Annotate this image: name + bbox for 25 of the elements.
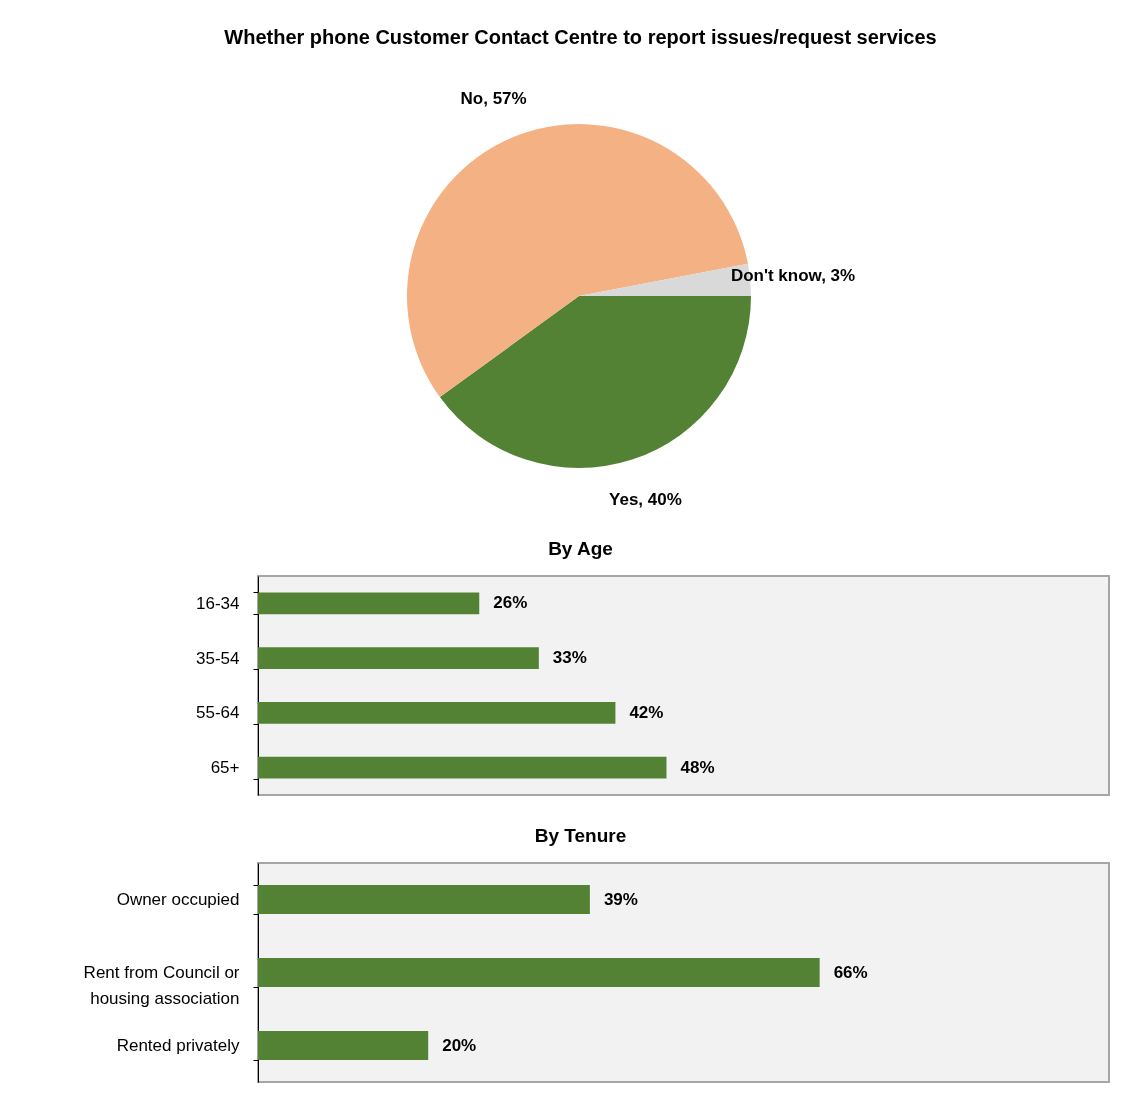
y-tick-label: 35-54 bbox=[196, 648, 240, 668]
bar bbox=[258, 592, 480, 615]
y-tick-label: Owner occupied bbox=[116, 890, 240, 909]
y-tick-label: 55-64 bbox=[196, 703, 240, 723]
slice-label: No, 57% bbox=[460, 88, 527, 108]
data-label: 39% bbox=[603, 889, 638, 909]
data-label: 26% bbox=[493, 593, 528, 613]
pie-slice bbox=[439, 296, 751, 468]
bar bbox=[258, 647, 539, 670]
slice-label: Yes, 40% bbox=[609, 490, 682, 510]
y-tick-label: Rent from Council or housing association bbox=[83, 963, 240, 1008]
data-label: 42% bbox=[629, 702, 664, 722]
chart-title: By Tenure bbox=[534, 825, 627, 846]
data-label: 48% bbox=[680, 757, 715, 777]
bar bbox=[258, 756, 667, 779]
chart-title: Whether phone Customer Contact Centre to report issues/request services bbox=[224, 26, 937, 48]
y-tick-label: 65+ bbox=[210, 758, 240, 778]
y-tick-label: Rented privately bbox=[116, 1036, 240, 1055]
bar bbox=[258, 701, 616, 724]
chart-title: By Age bbox=[548, 538, 613, 559]
slice-label: Don't know, 3% bbox=[730, 265, 856, 285]
data-label: 33% bbox=[552, 648, 587, 668]
data-label: 20% bbox=[442, 1035, 477, 1055]
y-tick-label: 16-34 bbox=[196, 593, 240, 613]
data-label: 66% bbox=[833, 962, 868, 982]
